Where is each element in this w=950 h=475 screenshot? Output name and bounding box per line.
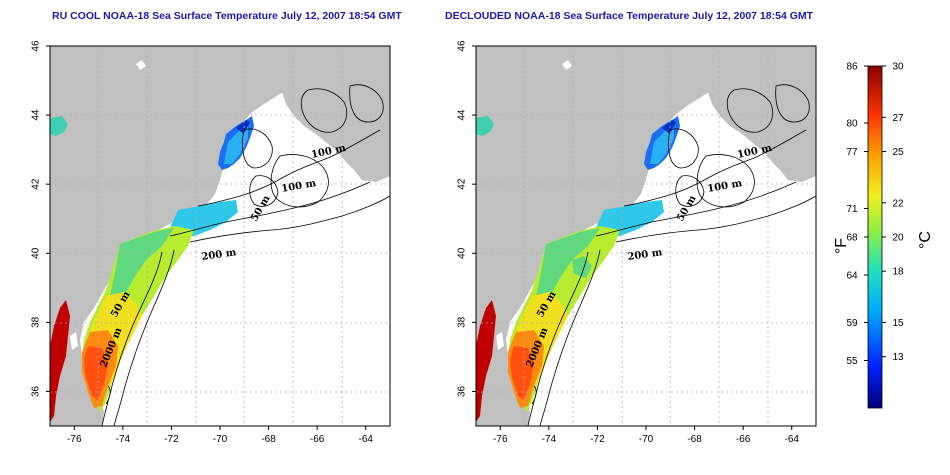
- sst-decloud-fill: [572, 256, 592, 278]
- y-tick-label: 38: [457, 316, 468, 328]
- y-tick-label: 36: [457, 385, 468, 397]
- contour-label: 200 m: [201, 247, 238, 263]
- map-axes: -76 -74 -72 -70 -68 -66 -64 36 38 40 42 44 46: [457, 40, 800, 445]
- x-tick-label: -68: [687, 434, 702, 445]
- celsius-tick-label: 22: [892, 198, 904, 209]
- y-tick-label: 46: [31, 40, 42, 52]
- fahrenheit-unit-label: °F: [833, 238, 850, 254]
- x-tick-label: -64: [784, 434, 799, 445]
- map-axes: -76 -74 -72 -70 -68 -66 -64 36 38 40 42 44 46: [31, 40, 374, 445]
- colorbar-ticks: 30 27 25 22 20 18 15 13 86 80 77 71 68 64 59 55: [846, 62, 904, 368]
- fahrenheit-tick-label: 71: [846, 204, 858, 215]
- celsius-unit-label: °C: [917, 231, 934, 249]
- x-tick-label: -66: [736, 434, 751, 445]
- left-map: 100 m 100 m 50 m 200 m 50 m 2000 m -76 -7…: [31, 40, 391, 445]
- celsius-tick-label: 30: [892, 62, 904, 73]
- y-tick-label: 42: [31, 178, 42, 190]
- celsius-tick-label: 25: [892, 147, 904, 158]
- celsius-tick-label: 15: [892, 318, 904, 329]
- right-map: 100 m 100 m 50 m 200 m 50 m 2000 m -76 -7…: [457, 40, 817, 445]
- right-map-title: DECLOUDED NOAA-18 Sea Surface Temperatur…: [445, 10, 814, 22]
- fahrenheit-tick-label: 80: [846, 119, 858, 130]
- y-tick-label: 44: [457, 109, 468, 121]
- y-tick-label: 44: [31, 109, 42, 121]
- fahrenheit-tick-label: 77: [846, 147, 858, 158]
- colorbar-gradient: [867, 65, 883, 409]
- x-tick-label: -74: [116, 434, 131, 445]
- fahrenheit-tick-label: 64: [846, 271, 858, 282]
- fahrenheit-tick-label: 55: [846, 356, 858, 367]
- celsius-tick-label: 27: [892, 113, 904, 124]
- left-map-title: RU COOL NOAA-18 Sea Surface Temperature …: [52, 10, 402, 22]
- fahrenheit-tick-label: 59: [846, 318, 858, 329]
- y-tick-label: 42: [457, 178, 468, 190]
- x-tick-label: -70: [213, 434, 228, 445]
- celsius-tick-label: 13: [892, 352, 904, 363]
- x-tick-label: -76: [493, 434, 508, 445]
- celsius-tick-label: 18: [892, 267, 904, 278]
- y-tick-label: 40: [457, 247, 468, 259]
- x-tick-label: -64: [358, 434, 373, 445]
- fahrenheit-tick-label: 68: [846, 233, 858, 244]
- x-tick-label: -74: [542, 434, 557, 445]
- x-tick-label: -72: [590, 434, 605, 445]
- x-tick-label: -76: [67, 434, 82, 445]
- fahrenheit-tick-label: 86: [846, 62, 858, 73]
- y-tick-label: 46: [457, 40, 468, 52]
- x-tick-label: -66: [310, 434, 325, 445]
- x-tick-label: -68: [261, 434, 276, 445]
- colorbar: 30 27 25 22 20 18 15 13 86 80 77 71 68 64 59 55 °F °C: [833, 62, 934, 409]
- y-tick-label: 38: [31, 316, 42, 328]
- x-tick-label: -72: [164, 434, 179, 445]
- y-tick-label: 40: [31, 247, 42, 259]
- x-tick-label: -70: [639, 434, 654, 445]
- y-tick-label: 36: [31, 385, 42, 397]
- contour-label: 200 m: [627, 247, 664, 263]
- celsius-tick-label: 20: [892, 233, 904, 244]
